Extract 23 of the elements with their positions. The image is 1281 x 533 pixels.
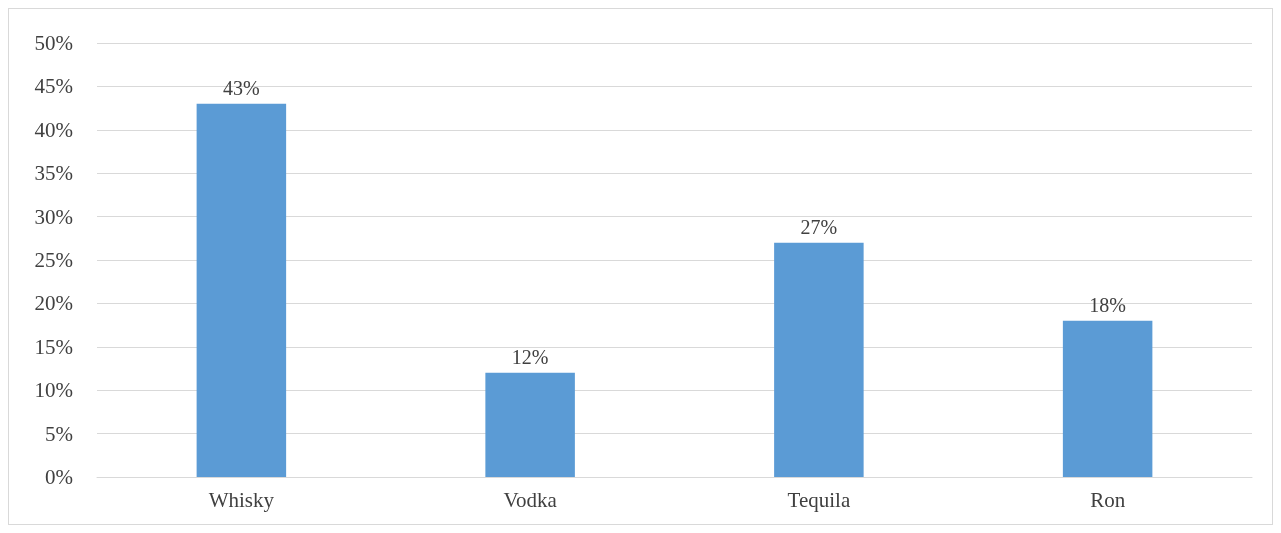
x-tick-label: Ron [1090,487,1126,512]
y-tick-label: 50% [34,31,73,55]
x-tick-label: Whisky [208,487,275,512]
y-tick-label: 40% [34,117,73,142]
y-tick-label: 45% [34,74,73,99]
x-tick-label: Vodka [503,487,558,512]
y-tick-label: 25% [34,248,73,272]
data-label: 12% [511,345,549,368]
bar [1062,320,1153,477]
data-label: 18% [1089,293,1126,316]
x-tick-label: Tequila [787,487,851,512]
y-tick-label: 15% [34,334,73,359]
data-label: 43% [223,76,260,99]
y-tick-label: 5% [45,421,73,446]
bar [196,103,287,477]
data-label: 27% [800,215,838,238]
bar [485,372,575,477]
y-tick-label: 30% [34,204,73,229]
bar [774,242,864,477]
y-tick-label: 10% [34,378,73,403]
y-tick-label: 20% [34,291,73,316]
y-tick-label: 0% [45,465,73,489]
y-tick-label: 35% [34,161,73,186]
